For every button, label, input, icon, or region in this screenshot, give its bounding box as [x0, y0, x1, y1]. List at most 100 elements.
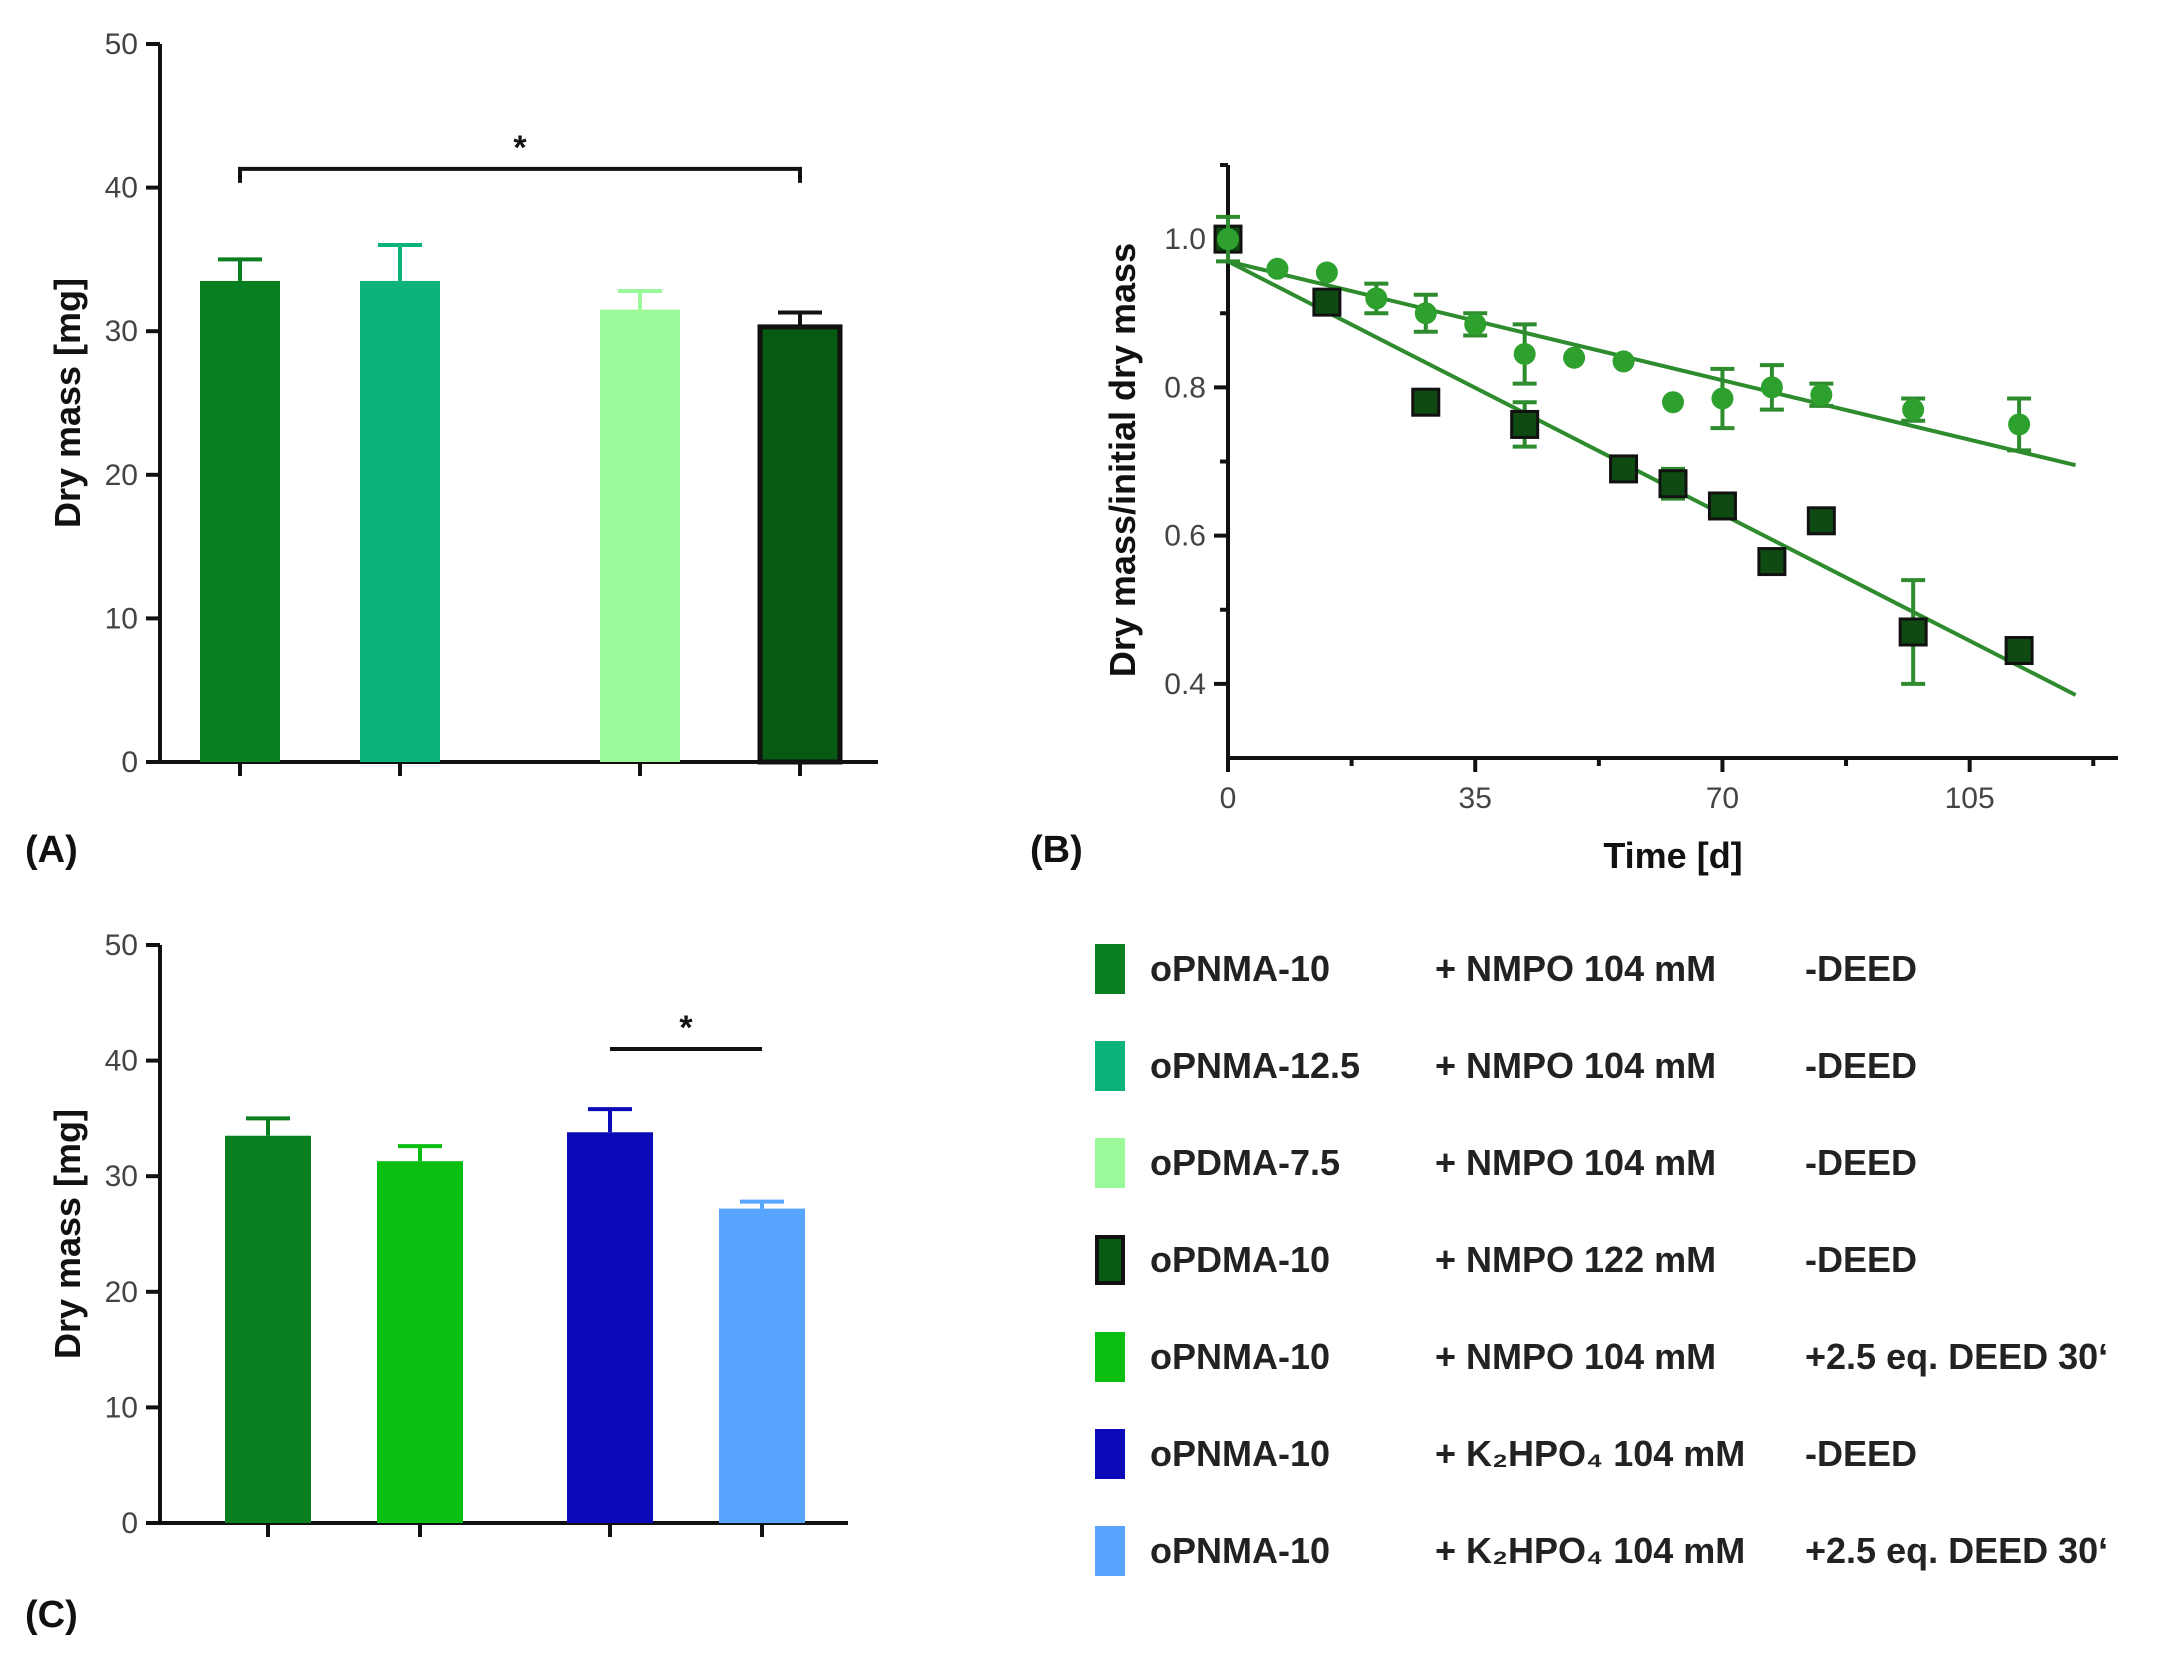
legend-treatment: -DEED — [1805, 1045, 1918, 1086]
legend-additive: + NMPO 104 mM — [1435, 1336, 1717, 1377]
panel-b-scatter-chart: 0.4 0.6 0.8 1.0 0 35 70 105 Time [d] Dry mass/… — [1030, 163, 2118, 876]
significance-star: * — [679, 1009, 693, 1047]
legend-treatment: -DEED — [1805, 1239, 1918, 1280]
legend-item: oPNMA-10 + K₂HPO₄ 104 mM +2.5 eq. DEED 3… — [1095, 1522, 2170, 1578]
panel-b-y-ticks: 0.4 0.6 0.8 1.0 — [1164, 163, 1228, 701]
circle-point — [1315, 261, 1338, 284]
legend-material: oPNMA-10 — [1150, 948, 1331, 989]
y-tick-label: 30 — [105, 1160, 138, 1193]
panel-b-x-ticks: 0 35 70 105 — [1220, 758, 2096, 815]
panel-a-label: (A) — [25, 829, 78, 871]
square-point — [1609, 454, 1639, 484]
panel-b-x-axis-title: Time [d] — [1603, 835, 1742, 876]
bar — [377, 1161, 463, 1523]
legend-additive: + NMPO 104 mM — [1435, 948, 1717, 989]
panel-a-x-ticks — [238, 762, 802, 776]
significance-star: * — [513, 129, 527, 167]
legend-treatment: -DEED — [1805, 948, 1918, 989]
y-tick-label: 1.0 — [1164, 223, 1206, 256]
legend-treatment: +2.5 eq. DEED 30‘ — [1805, 1530, 2109, 1571]
circle-point — [1365, 287, 1388, 310]
y-tick-label: 0.4 — [1164, 668, 1206, 701]
panel-c-bar-chart: 0 10 20 30 40 50 * Dry mass [mg] (C) — [25, 929, 848, 1636]
squares-fit-line — [1227, 259, 2077, 697]
circle-point — [1513, 343, 1536, 366]
y-tick-label: 10 — [105, 602, 138, 635]
x-tick-label: 0 — [1220, 782, 1237, 815]
legend-swatch — [1095, 1526, 1125, 1576]
legend-additive: + K₂HPO₄ 104 mM — [1435, 1433, 1746, 1474]
y-tick-label: 40 — [105, 172, 138, 205]
legend-item: oPDMA-10 + NMPO 122 mM -DEED — [1095, 1231, 2170, 1287]
panel-c-y-ticks: 0 10 20 30 40 50 — [105, 929, 160, 1540]
square-point — [1806, 506, 1836, 536]
legend-item: oPNMA-10 + NMPO 104 mM -DEED — [1095, 940, 2170, 996]
panel-b-fit-lines — [1227, 259, 2077, 697]
legend-item: oPNMA-10 + K₂HPO₄ 104 mM -DEED — [1095, 1425, 2170, 1481]
y-tick-label: 0.8 — [1164, 371, 1206, 404]
legend-swatch — [1095, 944, 1125, 994]
circle-point — [1563, 346, 1586, 369]
legend-swatch — [1095, 1235, 1125, 1285]
circle-point — [1217, 228, 1239, 251]
bar — [360, 280, 440, 762]
panel-a-y-axis-title: Dry mass [mg] — [47, 278, 88, 528]
y-tick-label: 30 — [105, 315, 138, 348]
circle-point — [1612, 350, 1635, 373]
bar — [567, 1132, 653, 1523]
y-tick-label: 0 — [121, 1507, 138, 1540]
y-tick-label: 0.6 — [1164, 520, 1206, 553]
legend-item: oPNMA-12.5 + NMPO 104 mM -DEED — [1095, 1037, 2170, 1093]
legend-item: oPNMA-10 + NMPO 104 mM +2.5 eq. DEED 30‘ — [1095, 1328, 2170, 1384]
panel-b-points — [1213, 214, 2034, 686]
panel-c-y-axis-title: Dry mass [mg] — [47, 1109, 88, 1359]
bar — [719, 1208, 805, 1523]
legend-material: oPNMA-12.5 — [1150, 1045, 1361, 1086]
panel-c-label: (C) — [25, 1594, 78, 1636]
panel-a-bar-chart: 0 10 20 30 40 50 * Dry mass [mg] (A) — [25, 28, 878, 871]
bar — [757, 324, 843, 765]
legend-swatch — [1095, 1041, 1125, 1091]
circles-fit-line — [1227, 259, 2077, 468]
panel-a-significance: * — [238, 129, 802, 183]
legend-material: oPNMA-10 — [1150, 1530, 1331, 1571]
circle-point — [1711, 387, 1734, 410]
legend-additive: + NMPO 122 mM — [1435, 1239, 1717, 1280]
y-tick-label: 10 — [105, 1391, 138, 1424]
y-tick-label: 20 — [105, 459, 138, 492]
y-tick-label: 20 — [105, 1276, 138, 1309]
bar — [225, 1135, 311, 1523]
y-tick-label: 0 — [121, 746, 138, 779]
circle-point — [1810, 383, 1833, 406]
circle-point — [1414, 302, 1437, 325]
bar — [200, 280, 280, 762]
legend-treatment: +2.5 eq. DEED 30‘ — [1805, 1336, 2109, 1377]
y-tick-label: 40 — [105, 1045, 138, 1078]
legend-material: oPDMA-10 — [1150, 1239, 1331, 1280]
square-point — [1658, 469, 1688, 499]
legend-material: oPNMA-10 — [1150, 1336, 1331, 1377]
y-tick-label: 50 — [105, 929, 138, 962]
circle-point — [1760, 376, 1783, 399]
square-point — [2004, 636, 2034, 666]
circle-point — [1464, 313, 1487, 336]
x-tick-label: 70 — [1706, 782, 1739, 815]
legend-item: oPDMA-7.5 + NMPO 104 mM -DEED — [1095, 1134, 2170, 1190]
legend-additive: + NMPO 104 mM — [1435, 1045, 1717, 1086]
circle-point — [1662, 391, 1684, 414]
square-point — [1510, 409, 1540, 439]
x-tick-label: 35 — [1459, 782, 1492, 815]
legend-treatment: -DEED — [1805, 1433, 1918, 1474]
square-point — [1898, 617, 1928, 647]
panel-a-y-ticks: 0 10 20 30 40 50 — [105, 28, 160, 779]
legend-swatch — [1095, 1138, 1125, 1188]
panel-b-label: (B) — [1030, 829, 1083, 871]
square-point — [1312, 287, 1342, 317]
y-tick-label: 50 — [105, 28, 138, 61]
panel-c-bars — [225, 1107, 805, 1523]
legend-additive: + NMPO 104 mM — [1435, 1142, 1717, 1183]
square-point — [1757, 547, 1787, 577]
bar — [600, 309, 680, 762]
panel-c-x-ticks — [266, 1523, 764, 1537]
